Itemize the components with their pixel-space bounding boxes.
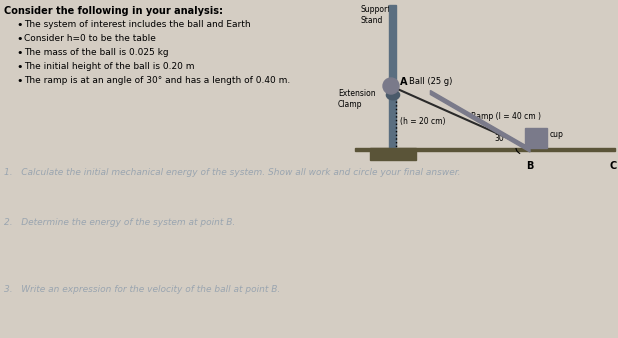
Ellipse shape: [386, 90, 400, 100]
Text: Support
Stand: Support Stand: [361, 5, 391, 25]
Text: 1.   Calculate the initial mechanical energy of the system. Show all work and ci: 1. Calculate the initial mechanical ener…: [4, 168, 460, 177]
Text: Consider h=0 to be the table: Consider h=0 to be the table: [24, 34, 156, 43]
Bar: [525, 128, 547, 148]
Text: Ball (25 g): Ball (25 g): [409, 77, 452, 86]
Text: The mass of the ball is 0.025 kg: The mass of the ball is 0.025 kg: [24, 48, 169, 57]
Text: Ramp (l = 40 cm ): Ramp (l = 40 cm ): [472, 112, 541, 121]
Text: •: •: [16, 62, 22, 72]
Text: 3.   Write an expression for the velocity of the ball at point B.: 3. Write an expression for the velocity …: [4, 285, 280, 294]
Text: Extension
Clamp: Extension Clamp: [338, 89, 376, 109]
Text: The ramp is at an angle of 30° and has a length of 0.40 m.: The ramp is at an angle of 30° and has a…: [24, 76, 290, 85]
Text: 2.   Determine the energy of the system at point B.: 2. Determine the energy of the system at…: [4, 218, 235, 227]
Text: •: •: [16, 34, 22, 44]
Text: The system of interest includes the ball and Earth: The system of interest includes the ball…: [24, 20, 251, 29]
Bar: [370, 148, 416, 160]
Text: (h = 20 cm): (h = 20 cm): [400, 117, 446, 126]
Bar: [355, 148, 615, 151]
Text: 30°: 30°: [494, 134, 507, 143]
Bar: [389, 5, 397, 148]
Text: C: C: [609, 161, 617, 171]
Circle shape: [383, 78, 399, 94]
Text: A: A: [400, 77, 407, 87]
Text: Consider the following in your analysis:: Consider the following in your analysis:: [4, 6, 223, 16]
Text: •: •: [16, 20, 22, 30]
Polygon shape: [430, 91, 530, 152]
Text: B: B: [527, 161, 534, 171]
Text: The initial height of the ball is 0.20 m: The initial height of the ball is 0.20 m: [24, 62, 195, 71]
Text: •: •: [16, 48, 22, 58]
Text: •: •: [16, 76, 22, 86]
Text: cup: cup: [550, 130, 564, 139]
